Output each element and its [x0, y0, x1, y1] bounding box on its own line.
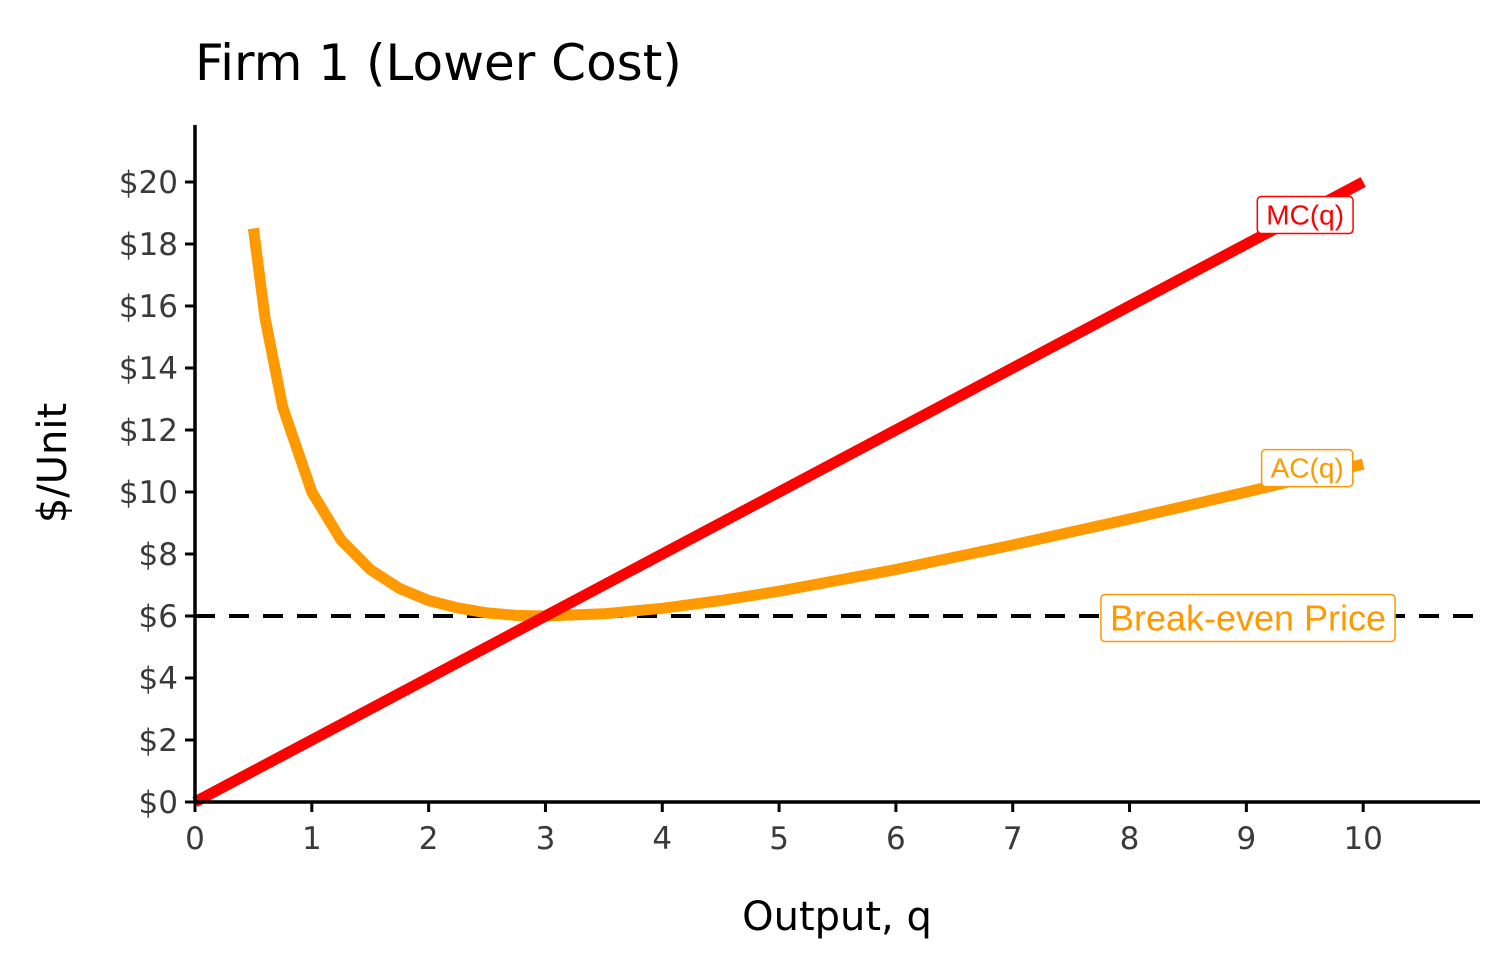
y-tick-label: $0 [139, 785, 178, 821]
x-tick-label: 3 [536, 821, 556, 857]
y-tick-label: $6 [139, 599, 178, 635]
x-tick-label: 1 [302, 821, 322, 857]
series-labels: MC(q) AC(q) Break-even Price [1100, 195, 1396, 643]
x-tick-label: 4 [652, 821, 672, 857]
series-line-mc-q [192, 177, 1366, 807]
y-axis-title: $/Unit [30, 403, 76, 523]
plot-area [192, 177, 1480, 807]
y-axis-ticks: $0 $2 $4 $6 $8 $10 $12 $14 $16 $18 $20 [119, 165, 195, 821]
ac-series-label: AC(q) [1260, 448, 1354, 488]
x-tick-label: 8 [1120, 821, 1140, 857]
y-tick-label: $14 [119, 351, 178, 387]
y-tick-label: $16 [119, 289, 178, 325]
x-tick-label: 2 [419, 821, 439, 857]
x-axis-title: Output, q [742, 894, 932, 940]
y-tick-label: $8 [139, 537, 178, 573]
y-tick-label: $2 [139, 723, 178, 759]
x-tick-label: 7 [1003, 821, 1023, 857]
x-tick-label: 0 [185, 821, 205, 857]
mc-series-label: MC(q) [1256, 195, 1354, 235]
ac-series-label-text: AC(q) [1271, 453, 1344, 484]
x-tick-label: 5 [769, 821, 789, 857]
y-tick-label: $10 [119, 475, 178, 511]
y-tick-label: $20 [119, 165, 178, 201]
mc-series-label-text: MC(q) [1266, 200, 1344, 231]
y-tick-label: $4 [139, 661, 178, 697]
break-even-label-text: Break-even Price [1110, 598, 1386, 639]
chart-title: Firm 1 (Lower Cost) [195, 34, 682, 92]
y-tick-label: $12 [119, 413, 178, 449]
x-axis-ticks: 0 1 2 3 4 5 6 7 8 9 10 [185, 802, 1383, 857]
series-line-ac-q [247, 227, 1365, 622]
break-even-label: Break-even Price [1100, 593, 1396, 643]
x-tick-label: 6 [886, 821, 906, 857]
x-tick-label: 9 [1236, 821, 1256, 857]
x-tick-label: 10 [1343, 821, 1382, 857]
y-tick-label: $18 [119, 227, 178, 263]
